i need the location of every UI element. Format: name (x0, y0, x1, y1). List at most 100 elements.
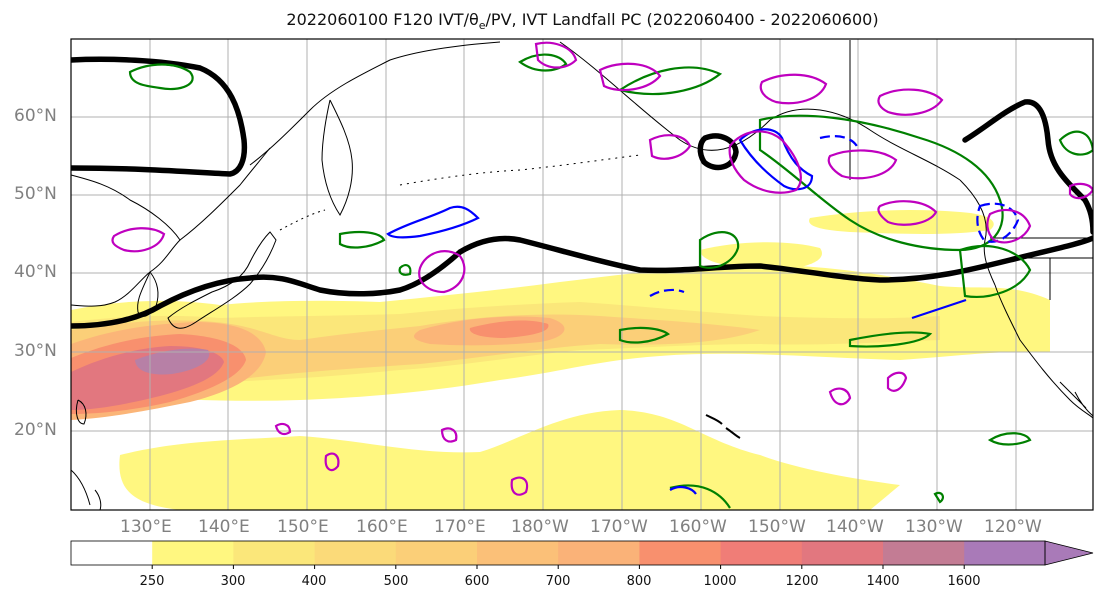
lon-label-130w: 130°W (905, 517, 963, 537)
ivt-band-central-patch (700, 242, 822, 270)
map-frame-border (70, 38, 1094, 511)
lon-label-170e: 170°E (434, 517, 486, 537)
theta-e-contour (958, 245, 1032, 298)
pv-contour (274, 422, 292, 436)
colorbar-tick-label: 1400 (866, 574, 900, 589)
pv-contour (986, 208, 1032, 244)
lon-label-120w: 120°W (984, 517, 1042, 537)
pv-contour (111, 227, 166, 253)
lat-label-60n: 60°N (14, 106, 57, 126)
ivt-level-1400 (135, 348, 210, 375)
lat-label-20n: 20°N (14, 420, 57, 440)
colorbar-cell (639, 541, 722, 565)
border-canada-us (849, 40, 1093, 300)
colorbar-cell (558, 541, 640, 565)
coastline-us-west (994, 284, 1093, 419)
colorbar-tick-label: 400 (301, 574, 327, 589)
ivt-level-700-east (469, 320, 549, 338)
coastline-aleutians (399, 154, 641, 186)
colorbar-cell (395, 541, 478, 565)
colorbar-cell (152, 541, 234, 565)
theta-e-contour (398, 264, 412, 276)
colorbar-tick-label: 600 (464, 574, 490, 589)
colorbar-cell (477, 541, 559, 565)
theta-e-contour (848, 331, 933, 348)
colorbar-tick-label: 1000 (703, 574, 737, 589)
pv-contour (669, 485, 697, 495)
landfall-pc-contours (71, 56, 1093, 329)
pv-contour (534, 41, 578, 69)
colorbar-cell (314, 541, 397, 565)
ivt-band-north-patch (809, 210, 994, 234)
pv-contour (819, 135, 859, 149)
coastline-alaska (559, 41, 961, 181)
colorbar-border (70, 540, 1046, 566)
colorbar-tick-label: 700 (545, 574, 571, 589)
colorbar-tick-label: 250 (139, 574, 165, 589)
coastline-bc (959, 179, 996, 286)
coastlines (71, 40, 1093, 510)
colorbar-extend-arrow (1044, 540, 1094, 566)
coastline-taiwan (75, 399, 87, 425)
pv-contour (418, 250, 466, 294)
colorbar-tick-label: 500 (383, 574, 409, 589)
pv-negative-contours (386, 128, 1020, 495)
landfall-contour-northwest (71, 56, 248, 177)
coastline-siberia (249, 41, 501, 166)
landfall-contour-northeast (962, 99, 1093, 235)
theta-e-contour (698, 231, 740, 269)
lon-label-180w: 180°W (511, 517, 569, 537)
lon-label-170w: 170°W (590, 517, 648, 537)
colorbar-tick-label: 1200 (785, 574, 819, 589)
theta-e-contours (128, 53, 1093, 509)
pv-contour (324, 452, 340, 472)
theta-e-contour (1058, 130, 1093, 156)
colorbar-tick-label: 800 (626, 574, 652, 589)
theta-e-contour (128, 63, 194, 91)
landfall-contour-main (71, 235, 1093, 329)
colorbar-cell (233, 541, 316, 565)
pv-contour (510, 476, 529, 496)
coastline-japan (167, 231, 277, 329)
pv-contour (440, 427, 458, 443)
colorbar-cell (883, 541, 965, 565)
pv-contour (386, 205, 480, 239)
lon-label-150w: 150°W (748, 517, 806, 537)
gridlines (71, 39, 1093, 510)
colorbar-cell (964, 541, 1046, 565)
map-title: 2022060100 F120 IVT/θe/PV, IVT Landfall … (286, 10, 879, 33)
pv-contour (648, 134, 692, 160)
lat-label-30n: 30°N (14, 341, 57, 361)
lat-label-40n: 40°N (14, 262, 57, 282)
theta-e-contour (987, 432, 1032, 446)
colorbar (71, 541, 1046, 569)
theta-e-contour (617, 66, 723, 96)
pv-positive-contours (111, 41, 1093, 496)
pv-contour (828, 387, 852, 406)
lon-label-160w: 160°W (669, 517, 727, 537)
pv-contour (877, 88, 944, 116)
pv-contour (827, 149, 898, 180)
pv-contour (598, 62, 662, 92)
lat-label-50n: 50°N (14, 184, 57, 204)
colorbar-cell (801, 541, 884, 565)
coastline-kuril (279, 209, 326, 231)
theta-e-contour (618, 326, 671, 344)
coastline-hawaii (705, 414, 741, 439)
colorbar-cell (720, 541, 803, 565)
lon-label-140e: 140°E (198, 517, 250, 537)
pv-contour (911, 298, 967, 320)
pv-contour (976, 202, 1020, 243)
ivt-shading (71, 210, 1050, 510)
colorbar-tick-label: 300 (220, 574, 246, 589)
pv-contour (877, 200, 938, 226)
theta-e-contour (758, 114, 1004, 252)
pv-contour (759, 73, 828, 105)
theta-e-contour (933, 491, 944, 504)
lon-label-160e: 160°E (356, 517, 408, 537)
landfall-contour-gulf (697, 133, 739, 171)
lon-label-140w: 140°W (826, 517, 884, 537)
coastline-okhotsk (179, 147, 271, 241)
coastline-asia-north (71, 174, 181, 307)
